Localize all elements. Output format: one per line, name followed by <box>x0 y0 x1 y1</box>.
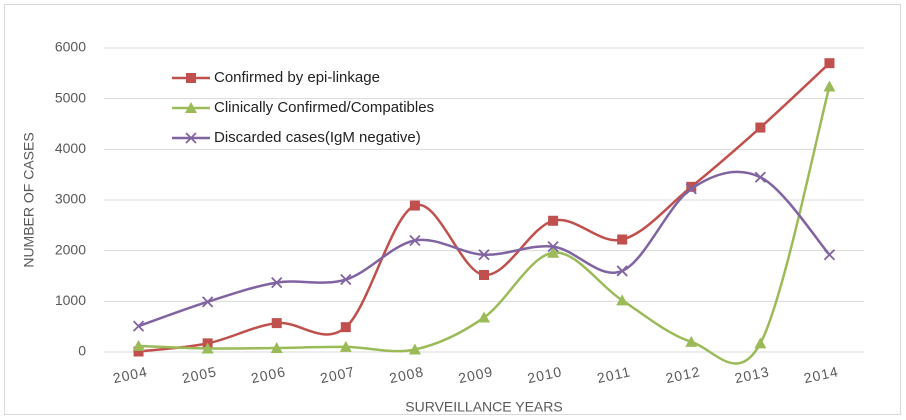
marker <box>824 58 835 69</box>
marker <box>616 265 628 277</box>
x-tick-label: 2011 <box>596 363 633 386</box>
y-axis-label: NUMBER OF CASES <box>21 132 37 267</box>
marker <box>548 215 559 226</box>
marker <box>186 73 196 83</box>
y-tick-label: 3000 <box>55 191 86 207</box>
marker <box>133 346 144 357</box>
y-tick-label: 1000 <box>55 292 86 308</box>
marker <box>271 318 282 329</box>
marker <box>132 320 145 332</box>
y-tick-label: 5000 <box>55 89 86 105</box>
x-tick-label: 2005 <box>181 363 219 386</box>
marker <box>823 249 836 261</box>
y-tick-label: 6000 <box>55 39 86 55</box>
series-line <box>138 170 831 328</box>
y-tick-label: 4000 <box>55 140 86 156</box>
x-tick-label: 2013 <box>733 363 771 386</box>
marker <box>409 234 421 247</box>
marker <box>823 80 836 92</box>
x-tick-label: 2007 <box>319 363 357 386</box>
x-tick-label: 2014 <box>802 363 840 386</box>
marker <box>754 337 767 349</box>
legend-label: Clinically Confirmed/Compatibles <box>214 99 434 116</box>
x-tick-label: 2010 <box>526 363 564 386</box>
legend-label: Discarded cases(IgM negative) <box>214 129 421 146</box>
x-tick-label: 2006 <box>250 363 288 386</box>
x-axis-label: SURVEILLANCE YEARS <box>405 399 562 415</box>
marker <box>755 122 766 133</box>
marker <box>201 296 214 308</box>
marker <box>409 200 420 211</box>
marker <box>132 339 145 351</box>
marker <box>340 273 352 286</box>
marker <box>547 246 560 258</box>
x-tick-label: 2009 <box>457 363 495 386</box>
y-tick-label: 0 <box>78 343 86 359</box>
marker <box>185 132 197 144</box>
marker <box>685 335 698 347</box>
marker <box>686 181 697 192</box>
x-tick-label: 2008 <box>388 363 426 386</box>
marker <box>617 234 628 245</box>
marker <box>408 343 421 355</box>
marker <box>339 340 352 352</box>
marker <box>201 342 214 354</box>
marker <box>270 341 283 353</box>
y-tick-label: 2000 <box>55 241 86 257</box>
marker <box>685 183 697 195</box>
marker <box>478 249 490 261</box>
marker <box>185 102 197 113</box>
marker <box>547 240 559 253</box>
marker <box>479 269 489 280</box>
legend-label: Confirmed by epi-linkage <box>214 69 380 86</box>
marker <box>271 276 283 289</box>
marker <box>340 322 351 333</box>
x-tick-label: 2012 <box>664 363 702 386</box>
marker <box>616 294 629 306</box>
marker <box>478 311 490 323</box>
x-tick-label: 2004 <box>111 363 149 386</box>
marker <box>754 171 767 183</box>
